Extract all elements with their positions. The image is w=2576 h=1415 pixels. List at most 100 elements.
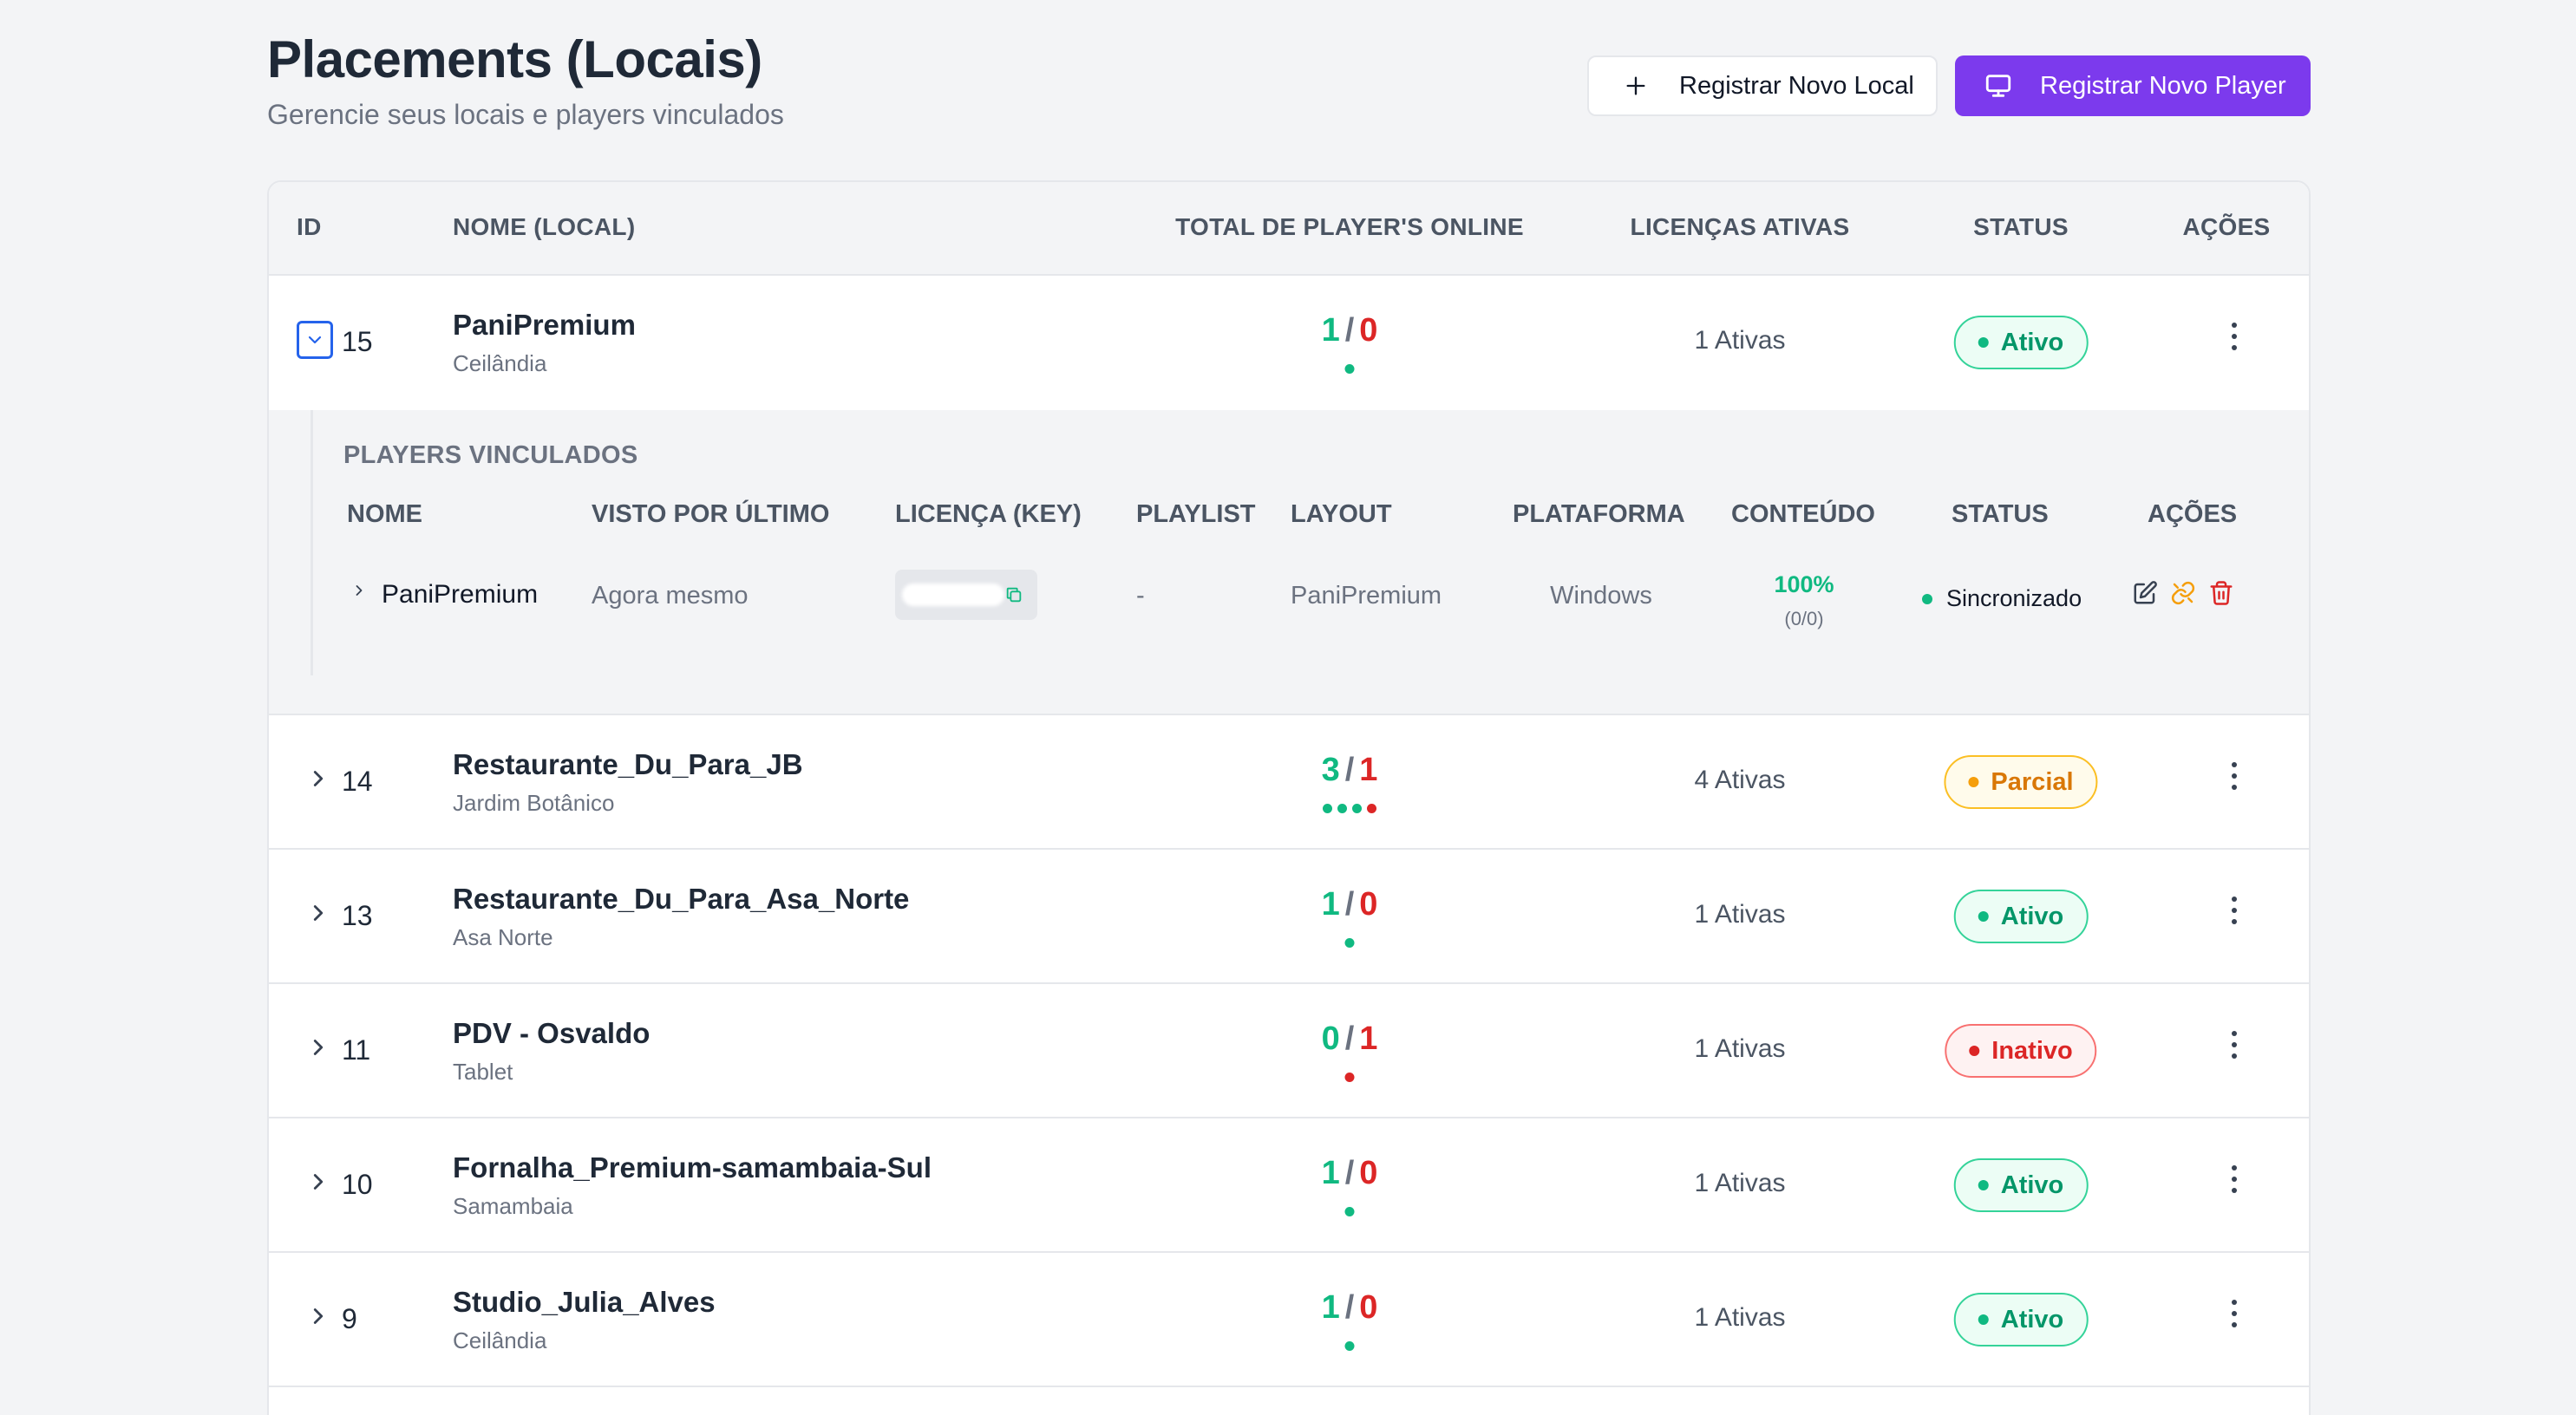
register-player-label: Registrar Novo Player [2040, 71, 2286, 100]
status-badge: Ativo [1953, 1293, 2089, 1347]
col-online: TOTAL DE PLAYER'S ONLINE [1175, 213, 1524, 240]
row-location: Ceilândia [453, 1327, 547, 1353]
copy-icon[interactable] [1004, 585, 1023, 604]
row-id: 14 [342, 766, 373, 797]
more-actions-icon[interactable] [2226, 1027, 2243, 1062]
table-row[interactable]: 14 Restaurante_Du_Para_JB Jardim Botânic… [269, 715, 2309, 850]
pcol-license: LICENÇA (KEY) [895, 500, 1082, 528]
status-badge: Parcial [1944, 755, 2098, 809]
row-id: 11 [342, 1034, 371, 1066]
offline-dot [1344, 1073, 1355, 1082]
licenses-count: 1 Ativas [1694, 900, 1786, 929]
player-dots [1344, 364, 1355, 374]
row-name[interactable]: Studio_Julia_Alves [453, 1286, 716, 1318]
license-key-field [895, 570, 1037, 620]
row-name[interactable]: Fornalha_Premium-samambaia-Sul [453, 1151, 932, 1184]
status-badge: Ativo [1953, 316, 2089, 369]
col-id: ID [297, 213, 322, 240]
register-player-button[interactable]: Registrar Novo Player [1955, 55, 2311, 116]
chevron-right-icon[interactable] [305, 1034, 331, 1060]
table-row[interactable]: 13 Restaurante_Du_Para_Asa_Norte Asa Nor… [269, 850, 2309, 984]
licenses-count: 4 Ativas [1694, 766, 1786, 794]
offline-dot [1367, 804, 1376, 813]
content-percent: 100% [1774, 571, 1834, 597]
online-dot [1352, 804, 1362, 813]
online-dot [1344, 1207, 1355, 1216]
more-actions-icon[interactable] [2226, 759, 2243, 793]
player-name[interactable]: PaniPremium [382, 580, 539, 609]
pcol-name: NOME [347, 500, 422, 528]
row-id: 13 [342, 900, 373, 931]
online-dot [1344, 938, 1355, 948]
row-id: 15 [342, 326, 373, 357]
licenses-count: 1 Ativas [1694, 1169, 1786, 1197]
row-name[interactable]: PaniPremium [453, 309, 636, 341]
more-actions-icon[interactable] [2226, 1296, 2243, 1331]
more-actions-icon[interactable] [2226, 1162, 2243, 1197]
row-name[interactable]: Restaurante_Du_Para_Asa_Norte [453, 883, 910, 915]
player-layout: PaniPremium [1291, 582, 1442, 610]
row-name[interactable]: Restaurante_Du_Para_JB [453, 748, 803, 780]
status-badge: Ativo [1953, 890, 2089, 943]
pcol-layout: LAYOUT [1291, 500, 1392, 528]
player-dots [1344, 1073, 1355, 1082]
online-count: 3/1 [1321, 752, 1378, 788]
table-row[interactable]: 10 Fornalha_Premium-samambaia-Sul Samamb… [269, 1118, 2309, 1253]
status-badge: Ativo [1953, 1158, 2089, 1212]
online-dot [1344, 1341, 1355, 1351]
player-last-seen: Agora mesmo [592, 582, 749, 610]
col-name: NOME (LOCAL) [453, 213, 636, 240]
player-platform: Windows [1550, 582, 1652, 610]
player-dots [1344, 1207, 1355, 1216]
page-subtitle: Gerencie seus locais e players vinculado… [267, 99, 784, 130]
register-local-button[interactable]: Registrar Novo Local [1587, 55, 1938, 116]
players-panel: PLAYERS VINCULADOS NOME VISTO POR ÚLTIMO… [269, 410, 2309, 715]
trash-icon[interactable] [2208, 580, 2234, 606]
players-title: PLAYERS VINCULADOS [343, 441, 638, 469]
online-count: 0/1 [1321, 1020, 1378, 1057]
online-dot [1323, 804, 1332, 813]
col-licenses: LICENÇAS ATIVAS [1630, 213, 1850, 240]
pcol-status: STATUS [1952, 500, 2049, 528]
online-count: 1/0 [1321, 312, 1378, 349]
chevron-right-icon[interactable] [305, 766, 331, 792]
online-count: 1/0 [1321, 886, 1378, 923]
monitor-icon [1983, 70, 2014, 101]
licenses-count: 1 Ativas [1694, 326, 1786, 355]
edit-icon[interactable] [2132, 580, 2158, 606]
licenses-count: 1 Ativas [1694, 1034, 1786, 1063]
online-dot [1337, 804, 1347, 813]
plus-icon [1620, 70, 1651, 101]
pcol-playlist: PLAYLIST [1136, 500, 1256, 528]
chevron-right-icon[interactable] [350, 582, 368, 599]
player-dots [1344, 1341, 1355, 1351]
chevron-down-icon [308, 336, 322, 344]
pcol-content: CONTEÚDO [1731, 500, 1875, 528]
row-name[interactable]: PDV - Osvaldo [453, 1017, 651, 1049]
license-key-redacted [902, 584, 1004, 606]
placements-table: ID NOME (LOCAL) TOTAL DE PLAYER'S ONLINE… [267, 180, 2311, 1415]
row-location: Jardim Botânico [453, 790, 615, 816]
col-status: STATUS [1973, 213, 2069, 240]
chevron-right-icon[interactable] [305, 900, 331, 926]
row-id: 10 [342, 1169, 373, 1200]
online-count: 1/0 [1321, 1155, 1378, 1191]
table-row[interactable]: 9 Studio_Julia_Alves Ceilândia 1/0 1 Ati… [269, 1253, 2309, 1387]
collapse-toggle[interactable] [297, 321, 333, 359]
more-actions-icon[interactable] [2226, 893, 2243, 928]
licenses-count: 1 Ativas [1694, 1303, 1786, 1332]
table-row[interactable]: 15 PaniPremium Ceilândia 1/0 1 Ativas At… [269, 276, 2309, 410]
more-actions-icon[interactable] [2226, 319, 2243, 354]
row-location: Tablet [453, 1059, 513, 1085]
chevron-right-icon[interactable] [305, 1303, 331, 1329]
page-title: Placements (Locais) [267, 30, 762, 88]
register-local-label: Registrar Novo Local [1679, 71, 1914, 100]
pcol-platform: PLATAFORMA [1513, 500, 1685, 528]
unlink-icon[interactable] [2170, 580, 2196, 606]
chevron-right-icon[interactable] [305, 1169, 331, 1195]
row-id: 9 [342, 1303, 357, 1334]
pcol-last-seen: VISTO POR ÚLTIMO [592, 500, 830, 528]
content-count: (0/0) [1784, 608, 1824, 629]
table-header: ID NOME (LOCAL) TOTAL DE PLAYER'S ONLINE… [269, 182, 2309, 276]
table-row[interactable]: 11 PDV - Osvaldo Tablet 0/1 1 Ativas Ina… [269, 984, 2309, 1118]
